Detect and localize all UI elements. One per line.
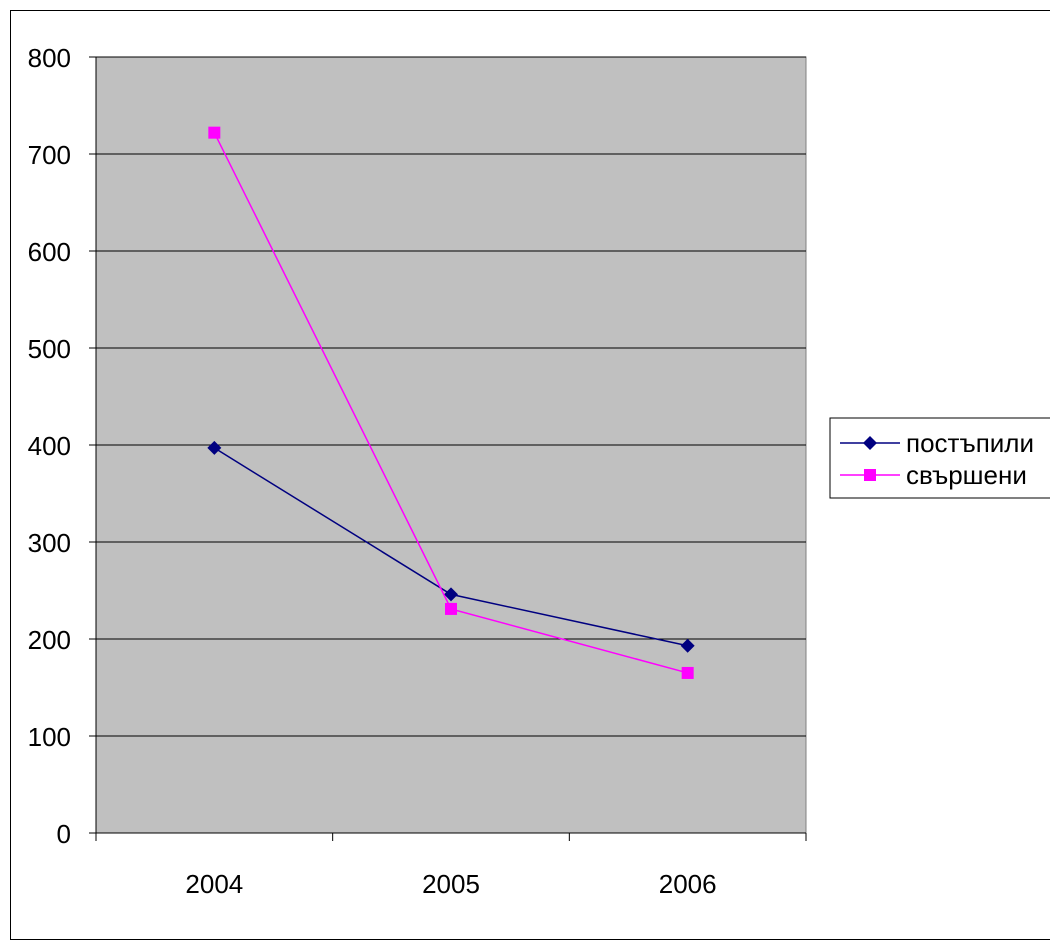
- data-point: [680, 638, 695, 653]
- legend-box: [829, 417, 1050, 499]
- data-point: [207, 440, 222, 455]
- y-tick-label: 500: [28, 334, 71, 364]
- x-tick-label: 2004: [185, 869, 243, 899]
- legend-label: постъпили: [906, 428, 1034, 458]
- x-axis: 2004 2005 2006: [95, 832, 807, 899]
- data-point: [681, 666, 694, 679]
- data-point: [444, 587, 458, 602]
- y-tick-label: 800: [28, 43, 71, 73]
- y-tick-label: 600: [28, 237, 71, 267]
- y-tick-label: 700: [28, 140, 71, 170]
- data-point: [208, 126, 221, 139]
- series-layer: [207, 126, 695, 679]
- x-tick-label: 2005: [422, 869, 480, 899]
- y-tick-label: 0: [57, 819, 71, 849]
- y-tick-label: 100: [28, 722, 71, 752]
- y-tick-label: 200: [28, 625, 71, 655]
- data-point: [445, 602, 457, 615]
- x-tick-label: 2006: [659, 869, 717, 899]
- legend-marker: [864, 469, 876, 481]
- y-axis: 0 100 200 300 400 500 600 700 800: [28, 43, 97, 849]
- legend-label: свършени: [906, 460, 1027, 490]
- line-chart: 0 100 200 300 400 500 600 700 800 2004 2005 2006 п…: [28, 43, 1050, 899]
- legend-marker: [863, 436, 877, 450]
- y-tick-label: 300: [28, 528, 71, 558]
- y-tick-label: 400: [28, 431, 71, 461]
